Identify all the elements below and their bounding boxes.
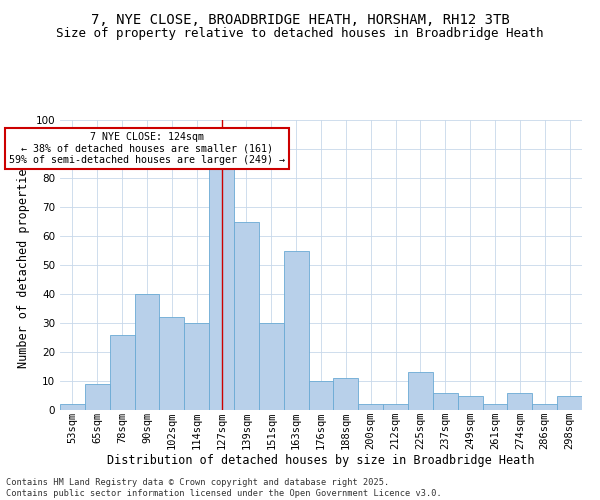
X-axis label: Distribution of detached houses by size in Broadbridge Heath: Distribution of detached houses by size … [107,454,535,468]
Bar [358,404,383,410]
Text: Contains HM Land Registry data © Crown copyright and database right 2025.
Contai: Contains HM Land Registry data © Crown c… [6,478,442,498]
Bar [134,294,160,410]
Text: Size of property relative to detached houses in Broadbridge Heath: Size of property relative to detached ho… [56,28,544,40]
Bar [458,396,482,410]
Bar [383,404,408,410]
Bar [160,317,184,410]
Bar [259,323,284,410]
Bar [60,404,85,410]
Bar [284,250,308,410]
Text: 7 NYE CLOSE: 124sqm
← 38% of detached houses are smaller (161)
59% of semi-detac: 7 NYE CLOSE: 124sqm ← 38% of detached ho… [9,132,285,165]
Bar [184,323,209,410]
Y-axis label: Number of detached properties: Number of detached properties [17,162,30,368]
Bar [209,170,234,410]
Bar [334,378,358,410]
Bar [308,381,334,410]
Bar [433,392,458,410]
Bar [110,334,134,410]
Bar [408,372,433,410]
Bar [85,384,110,410]
Bar [482,404,508,410]
Bar [532,404,557,410]
Text: 7, NYE CLOSE, BROADBRIDGE HEATH, HORSHAM, RH12 3TB: 7, NYE CLOSE, BROADBRIDGE HEATH, HORSHAM… [91,12,509,26]
Bar [508,392,532,410]
Bar [557,396,582,410]
Bar [234,222,259,410]
